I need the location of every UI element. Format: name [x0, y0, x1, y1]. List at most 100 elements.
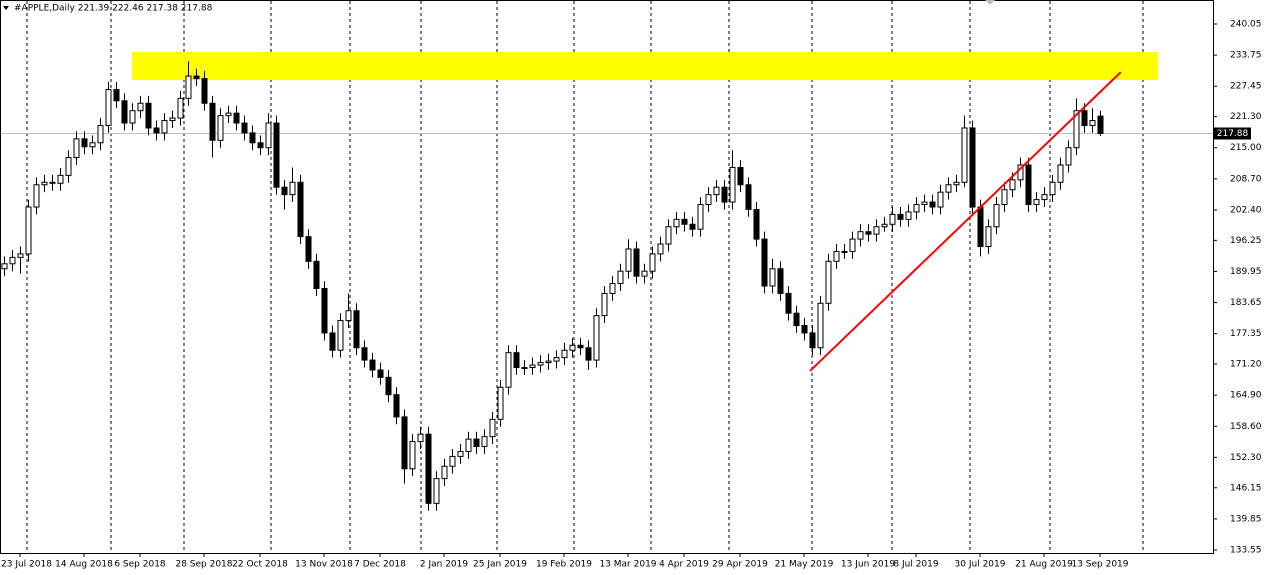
candle-body: [169, 117, 176, 122]
x-tick-label: 7 Dec 2018: [354, 560, 406, 570]
candle-body: [217, 115, 224, 141]
candle-body: [313, 260, 320, 289]
candle-body: [409, 441, 416, 470]
y-tick-label: 177.35: [1230, 329, 1262, 339]
y-tick-label: 227.45: [1230, 82, 1262, 92]
candle-body: [465, 438, 472, 452]
candle-body: [137, 102, 144, 112]
candle-body: [9, 256, 16, 265]
x-tick-label: 29 Apr 2019: [712, 560, 768, 570]
candle-body: [849, 238, 856, 252]
candle-body: [913, 204, 920, 213]
x-tick-label: 4 Apr 2019: [659, 560, 709, 570]
candle-body: [209, 102, 216, 141]
y-tick-label: 146.15: [1230, 483, 1262, 493]
candle-body: [945, 184, 952, 193]
candle-body: [705, 194, 712, 206]
candle-body: [897, 213, 904, 220]
x-tick-label: 6 Sep 2018: [114, 560, 166, 570]
candle-body: [1001, 189, 1008, 206]
x-tick-label: 19 Feb 2019: [536, 560, 592, 570]
candle-body: [417, 433, 424, 443]
last-price-tag: [1214, 127, 1251, 140]
chart-title: #APPLE,Daily 221.39 222.46 217.38 217.88: [14, 4, 213, 14]
x-tick-label: 14 Aug 2018: [55, 560, 113, 570]
candle-body: [81, 138, 88, 148]
candle-body: [257, 142, 264, 149]
candle-body: [1081, 110, 1088, 126]
candle-body: [569, 344, 576, 351]
candle-body: [673, 218, 680, 228]
candle-body: [17, 253, 24, 258]
candle-body: [1097, 115, 1104, 134]
candle-body: [833, 250, 840, 262]
candle-body: [377, 369, 384, 378]
candle-body: [721, 186, 728, 203]
x-tick-label: 13 Nov 2018: [295, 560, 353, 570]
candle-body: [161, 120, 168, 134]
candle-body: [1009, 179, 1016, 191]
candle-body: [281, 186, 288, 196]
candle-body: [57, 174, 64, 184]
candle-body: [977, 206, 984, 248]
y-tick-label: 171.20: [1230, 360, 1262, 370]
y-tick-label: 233.75: [1230, 51, 1262, 61]
candle-body: [89, 142, 96, 148]
x-tick-label: 23 Jul 2018: [1, 560, 52, 570]
shift-marker: [985, 0, 995, 5]
candle-body: [1065, 147, 1072, 166]
x-tick-label: 13 Jun 2019: [841, 560, 895, 570]
candle-body: [353, 310, 360, 349]
candle-body: [1089, 120, 1096, 126]
candle-body: [969, 127, 976, 208]
candle-body: [305, 236, 312, 262]
candle-body: [385, 376, 392, 396]
candle-body: [425, 433, 432, 504]
candle-body: [393, 394, 400, 418]
candle-body: [1073, 110, 1080, 149]
candle-body: [785, 292, 792, 314]
candle-body: [233, 112, 240, 124]
candle-body: [1033, 199, 1040, 206]
candle-body: [657, 243, 664, 255]
y-tick-label: 158.60: [1230, 422, 1262, 432]
menu-arrow[interactable]: [3, 6, 9, 10]
candle-body: [1025, 164, 1032, 206]
candle-body: [1, 263, 8, 270]
candle-body: [609, 283, 616, 294]
candle-body: [129, 110, 136, 124]
candle-body: [953, 181, 960, 186]
candle-body: [857, 231, 864, 240]
candle-body: [473, 438, 480, 448]
candle-body: [1057, 164, 1064, 183]
x-tick-label: 2 Jan 2019: [420, 560, 468, 570]
resistance-zone: [132, 51, 1158, 81]
candle-body: [921, 201, 928, 206]
candle-body: [737, 166, 744, 186]
x-tick-label: 30 Jul 2019: [955, 560, 1006, 570]
candle-body: [905, 211, 912, 220]
candle-body: [665, 226, 672, 245]
candle-body: [825, 260, 832, 304]
period-separators: [26, 1, 1144, 553]
candle-body: [617, 270, 624, 285]
candle-body: [793, 312, 800, 327]
candle-body: [729, 166, 736, 203]
candle-body: [121, 100, 128, 124]
candle-body: [289, 181, 296, 196]
candle-body: [993, 204, 1000, 228]
candle-body: [441, 465, 448, 480]
candle-body: [649, 253, 656, 272]
candle-body: [329, 332, 336, 351]
candle-body: [937, 191, 944, 208]
candle-body: [881, 223, 888, 228]
candle-body: [873, 226, 880, 235]
candle-body: [625, 248, 632, 272]
candle-body: [337, 320, 344, 351]
candle-body: [481, 436, 488, 448]
y-tick-label: 240.05: [1230, 20, 1262, 30]
candle-body: [297, 181, 304, 238]
candle-body: [713, 186, 720, 196]
candle-body: [809, 332, 816, 349]
